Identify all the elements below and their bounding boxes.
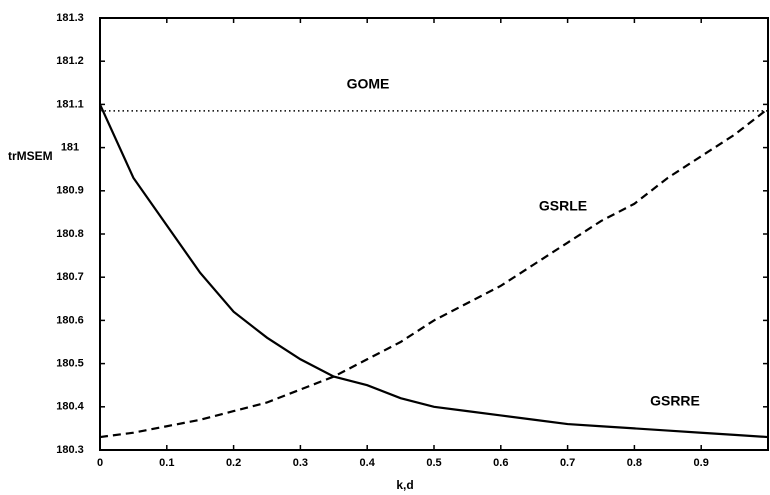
x-tick-label: 0.3 (293, 457, 308, 469)
x-tick-label: 0.2 (226, 457, 241, 469)
x-tick-label: 0.5 (426, 457, 441, 469)
series-line (98, 103, 769, 439)
x-axis-label: k,d (396, 478, 413, 492)
y-tick-label: 181.2 (56, 55, 84, 67)
y-tick-label: 180.4 (56, 401, 84, 413)
y-axis-label: trMSEM (8, 149, 53, 163)
series-label: GSRRE (650, 393, 700, 409)
y-tick-label: 180.5 (56, 358, 84, 370)
y-tick-label: 180.6 (56, 314, 84, 326)
x-tick-label: 0.9 (694, 457, 709, 469)
x-tick-label: 0.8 (627, 457, 642, 469)
series-label: GSRLE (539, 198, 587, 214)
series-line (99, 107, 769, 439)
y-tick-label: 181.1 (56, 98, 84, 110)
y-tick-label: 181.3 (56, 12, 84, 24)
x-tick-label: 0.6 (493, 457, 508, 469)
plot-frame (99, 17, 769, 451)
y-tick-label: 180.9 (56, 185, 84, 197)
x-tick-label: 0.4 (360, 457, 376, 469)
y-tick-label: 181 (61, 142, 79, 154)
x-tick-label: 0.7 (560, 457, 575, 469)
y-tick-label: 180.3 (56, 444, 84, 456)
series-label: GOME (347, 76, 390, 92)
x-tick-label: 0.1 (159, 457, 174, 469)
x-tick-label: 0 (97, 457, 103, 469)
y-tick-label: 180.8 (56, 228, 84, 240)
y-tick-label: 180.7 (56, 271, 84, 283)
